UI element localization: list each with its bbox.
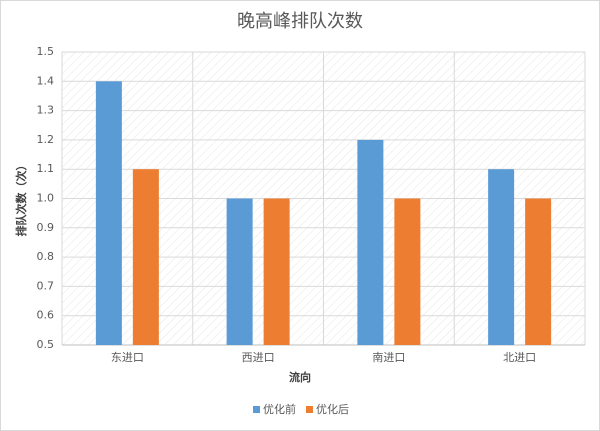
x-axis-title: 流向 <box>289 370 311 384</box>
bar <box>357 139 384 345</box>
y-tick-label: 1.0 <box>37 192 55 205</box>
y-tick-label: 1.2 <box>37 133 55 146</box>
bar <box>226 198 253 345</box>
y-tick-label: 1.4 <box>37 74 55 87</box>
y-tick-label: 0.8 <box>37 250 55 263</box>
y-tick-label: 1.3 <box>37 104 55 117</box>
y-tick-label: 0.9 <box>37 221 55 234</box>
legend-swatch <box>253 406 260 413</box>
y-axis-title: 排队次数（次） <box>14 160 28 237</box>
x-tick-label: 南进口 <box>372 351 405 364</box>
bar <box>488 169 515 345</box>
chart-title: 晚高峰排队次数 <box>237 11 363 32</box>
bar <box>525 198 552 345</box>
legend-swatch <box>306 406 313 413</box>
y-tick-label: 0.7 <box>37 279 55 292</box>
legend-label: 优化前 <box>263 402 296 416</box>
bar <box>394 198 421 345</box>
x-tick-label: 西进口 <box>242 351 275 364</box>
y-tick-label: 0.6 <box>37 309 55 322</box>
legend-label: 优化后 <box>316 402 349 416</box>
bar <box>132 169 159 345</box>
y-tick-label: 1.1 <box>37 162 55 175</box>
bar <box>95 81 122 346</box>
y-tick-label: 0.5 <box>37 338 55 351</box>
x-tick-label: 北进口 <box>503 351 536 364</box>
x-tick-label: 东进口 <box>111 351 144 364</box>
y-tick-label: 1.5 <box>37 45 55 58</box>
bar <box>263 198 290 345</box>
